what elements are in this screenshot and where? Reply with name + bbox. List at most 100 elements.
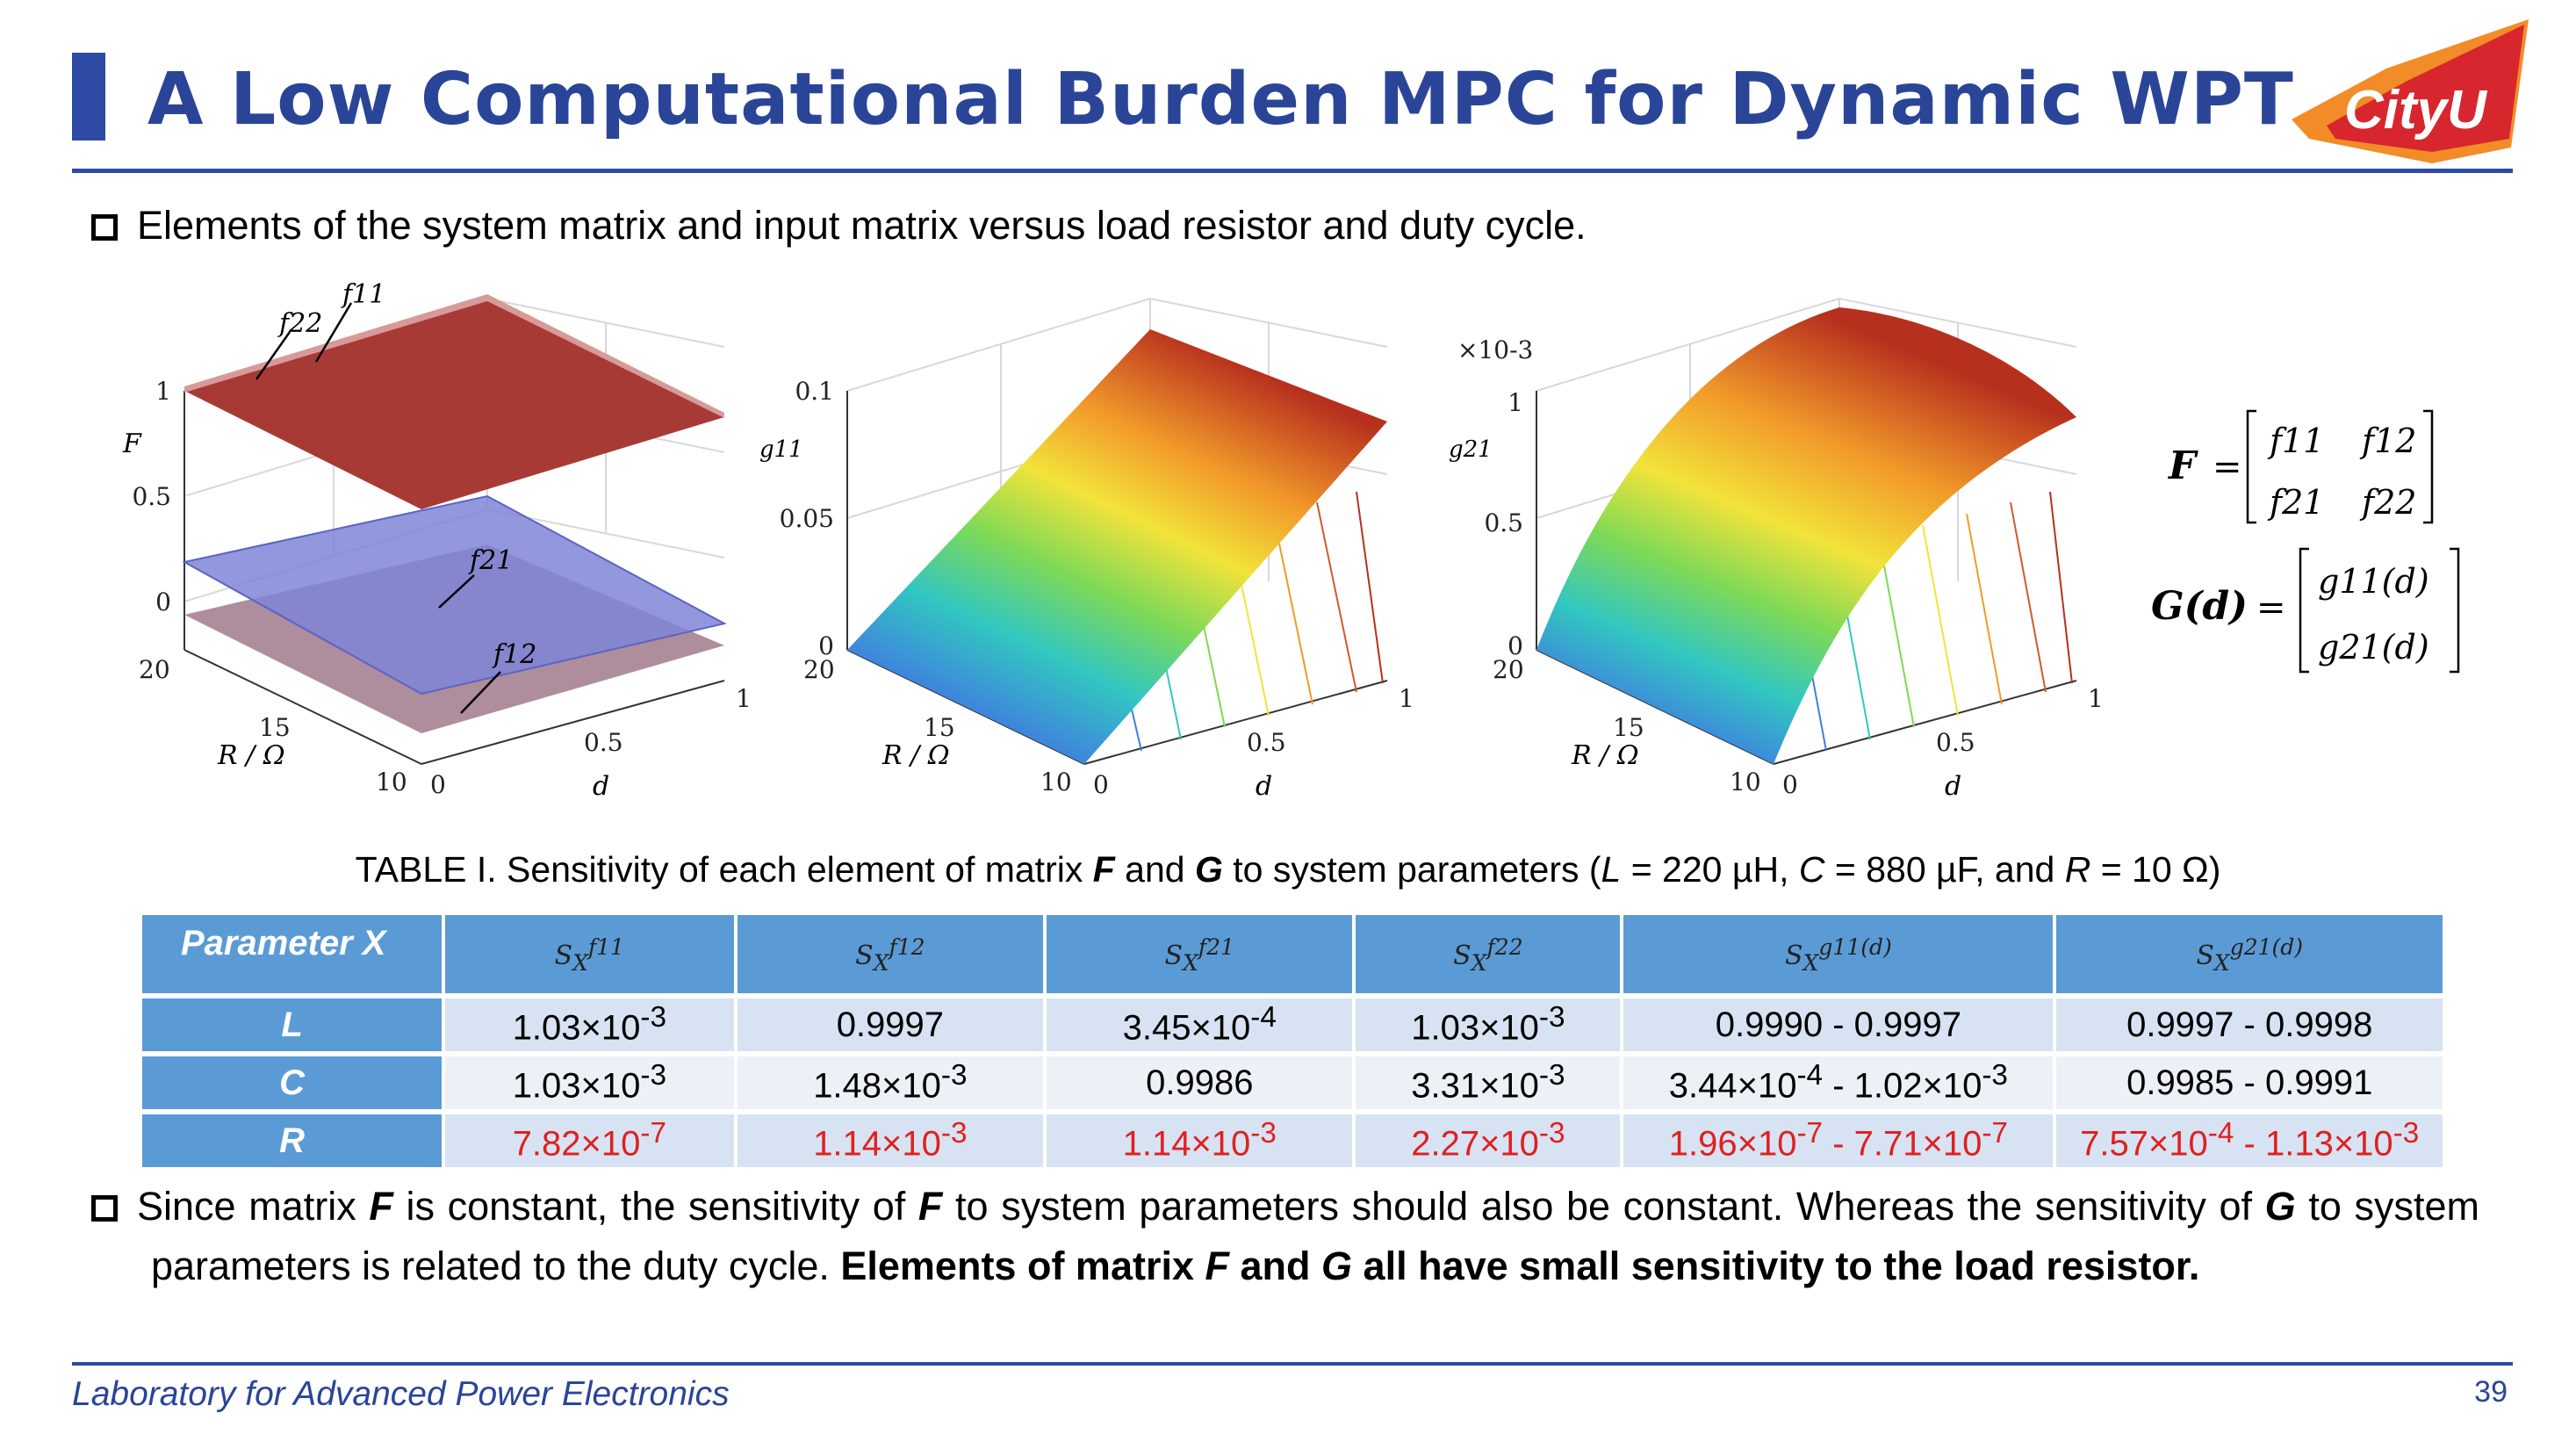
annot-f12: f12 <box>492 639 536 670</box>
header-sym-f22: f22 <box>1486 934 1523 960</box>
cell-value: 1.96×10 <box>1668 1124 1797 1164</box>
cell-exponent: -4 <box>1250 1001 1277 1034</box>
checkbox-bullet-icon <box>91 1195 118 1222</box>
eq-F-f22: f22 <box>2359 483 2416 522</box>
cell-value: 0.9990 - 0.9997 <box>1715 1005 1961 1044</box>
cell-value: - 7.71×10 <box>1823 1124 1982 1164</box>
eq-G-g21: g21(d) <box>2318 628 2429 667</box>
header-sym-f21: f21 <box>1198 934 1234 960</box>
eq-G-equals: = <box>2256 588 2286 628</box>
caption-G: G <box>1194 849 1223 890</box>
logo-text: CityU <box>2344 80 2488 141</box>
plot-F-rlabel: R / Ω <box>217 740 285 771</box>
header-sx-f12: SXf12 <box>737 915 1044 993</box>
logo-red-shape <box>2327 25 2524 152</box>
row-param-label: R <box>142 1114 443 1167</box>
plot-F-dlabel: d <box>593 771 609 802</box>
cell-value: 3.44×10 <box>1668 1066 1797 1106</box>
checkbox-bullet-icon <box>91 214 118 241</box>
cell-exponent: -4 <box>2207 1117 2234 1150</box>
para-bold-G: G <box>1321 1244 1353 1288</box>
cell-value: 1.48×10 <box>813 1066 941 1106</box>
cell-value: 1.14×10 <box>1122 1124 1251 1164</box>
table-cell: 7.57×10-4 - 1.13×10-3 <box>2056 1114 2443 1167</box>
plot-F-annotations: f11 f22 f21 f12 <box>277 279 536 670</box>
slide-title: A Low Computational Burden MPC for Dynam… <box>148 58 2294 141</box>
header-sym-f11: f11 <box>588 934 625 960</box>
cell-value: 1.03×10 <box>512 1066 641 1106</box>
dtick-0: 0 <box>430 770 446 799</box>
dtick-1: 1 <box>2088 684 2104 713</box>
para-G-1: G <box>2264 1184 2296 1229</box>
plot-F: f11 f22 f21 f12 1 0.5 0 F 20 15 10 R / Ω… <box>122 279 752 802</box>
caption-L: L <box>1601 849 1622 890</box>
header-sym-g21: g21(d) <box>2229 934 2304 960</box>
table-cell: 1.96×10-7 - 7.71×10-7 <box>1623 1114 2054 1167</box>
rtick-15: 15 <box>1613 713 1644 742</box>
table-cell: 1.03×10-3 <box>445 1056 734 1109</box>
para-text-4: to system parameters is related to the d… <box>151 1184 2479 1288</box>
table-cell: 0.9990 - 0.9997 <box>1623 998 2054 1051</box>
caption-F: F <box>1092 849 1115 890</box>
cell-exponent: -3 <box>1250 1117 1277 1150</box>
table-cell: 0.9986 <box>1047 1056 1353 1109</box>
table-cell: 0.9997 - 0.9998 <box>2056 998 2443 1051</box>
ztick-1: 1 <box>1507 388 1523 417</box>
bullet-matrix-elements: Elements of the system matrix and input … <box>91 197 1587 255</box>
table-cell: 2.27×10-3 <box>1356 1114 1621 1167</box>
cityu-logo: CityU <box>2292 19 2529 163</box>
plot-g11: 0.1 0.05 0 g11 20 15 10 R / Ω 0 0.5 1 d <box>759 297 1414 802</box>
cell-exponent: -3 <box>1982 1059 2008 1092</box>
plot-F-annotation-arrows <box>255 302 501 714</box>
para-bold-conclusion: Elements of matrix F and G all have smal… <box>840 1244 2199 1288</box>
cell-value: 3.45×10 <box>1122 1008 1251 1048</box>
table-cell: 1.48×10-3 <box>737 1056 1044 1109</box>
eq-G-left-bracket <box>2299 547 2309 674</box>
para-text-3: to system parameters should also be cons… <box>942 1184 2265 1229</box>
eq-F-f21: f21 <box>2267 483 2324 522</box>
annot-f21: f21 <box>468 545 513 576</box>
rtick-15: 15 <box>924 713 955 742</box>
cell-exponent: -3 <box>640 1059 667 1092</box>
cell-value: - 1.13×10 <box>2234 1124 2393 1164</box>
plot-F-surface-top-edge <box>184 294 724 418</box>
annot-f11: f11 <box>341 279 385 310</box>
eq-F-left-bracket <box>2246 409 2256 524</box>
cell-value: 0.9986 <box>1146 1063 1254 1102</box>
rtick-15: 15 <box>259 713 291 742</box>
header-sym-f12: f12 <box>889 934 925 960</box>
plot-g21-rticks: 20 15 10 <box>1493 655 1761 797</box>
cell-value: 7.57×10 <box>2080 1124 2208 1164</box>
para-text-1: Since matrix <box>137 1184 370 1229</box>
cell-exponent: -3 <box>940 1059 968 1092</box>
table-caption: TABLE I. Sensitivity of each element of … <box>0 845 2576 894</box>
ztick-0.05: 0.05 <box>780 504 834 533</box>
caption-mid: to system parameters ( <box>1222 849 1601 890</box>
caption-R-value: = 10 Ω) <box>2090 849 2221 890</box>
plot-g11-rticks: 20 15 10 <box>803 655 1072 797</box>
table-cell: 1.14×10-3 <box>737 1114 1044 1167</box>
plot-g11-zticks: 0.1 0.05 0 <box>780 377 834 660</box>
cell-value: 2.27×10 <box>1411 1124 1539 1164</box>
table-cell: 3.45×10-4 <box>1047 998 1353 1051</box>
plot-g21-dlabel: d <box>1945 771 1961 802</box>
footer-divider <box>72 1362 2513 1366</box>
header-sx-f11: SXf11 <box>445 915 734 993</box>
caption-C: C <box>1798 849 1825 890</box>
header-sx-f21: SXf21 <box>1047 915 1353 993</box>
dtick-0.5: 0.5 <box>584 728 623 757</box>
cell-exponent: -7 <box>1796 1117 1824 1150</box>
dtick-1: 1 <box>1399 684 1414 713</box>
header-sym-g11: g11(d) <box>1818 934 1892 960</box>
eq-F-f11: f11 <box>2267 422 2324 460</box>
table-cell: 3.31×10-3 <box>1356 1056 1621 1109</box>
ztick-0.5: 0.5 <box>1484 508 1523 537</box>
cell-exponent: -7 <box>640 1117 667 1150</box>
rtick-10: 10 <box>1040 768 1072 797</box>
plot-g21-zticks: 1 0.5 0 <box>1484 388 1523 660</box>
annot-f22: f22 <box>277 308 322 339</box>
plot-g21-surface <box>1536 307 2076 764</box>
cell-value: 1.03×10 <box>1411 1008 1539 1048</box>
plot-F-surface-f21-edge <box>182 494 727 696</box>
plot-g11-dticks: 0 0.5 1 <box>1093 684 1414 799</box>
